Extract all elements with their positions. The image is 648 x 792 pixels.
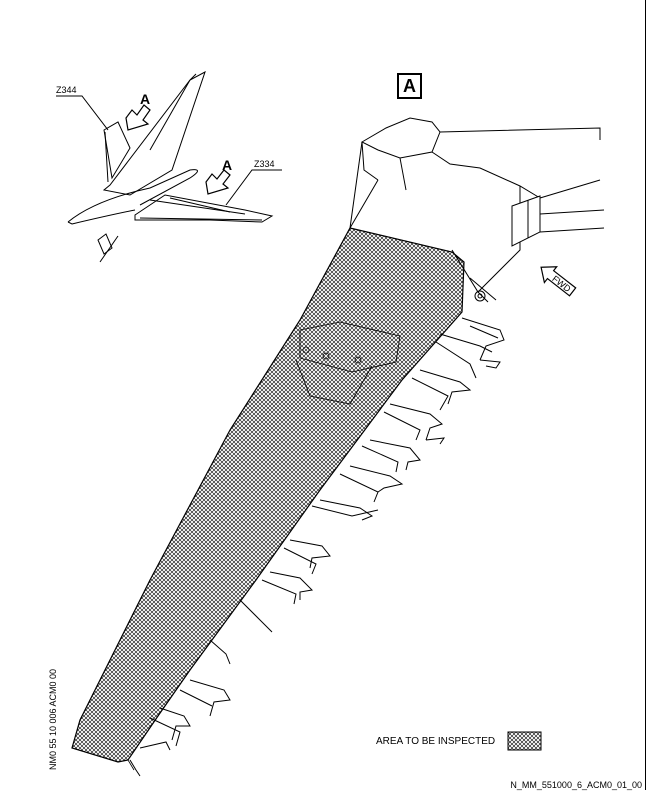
inspection-area (71, 227, 465, 763)
fwd-arrow: FWD (540, 266, 577, 297)
zone-label-z334: Z334 (254, 159, 275, 169)
legend-hatch-swatch (507, 731, 542, 751)
hinge-fittings (129, 317, 505, 777)
aircraft-tail-inset (56, 70, 282, 263)
zone-label-z344: Z344 (56, 85, 77, 95)
inspection-area-details (127, 321, 401, 771)
document-reference: N_MM_551000_6_ACM0_01_00 (510, 780, 642, 790)
arrow-label-a-1: A (140, 91, 150, 107)
legend-label: AREA TO BE INSPECTED (376, 736, 496, 747)
arrow-label-a-2: A (222, 157, 232, 173)
side-figure-code: NM0 55 10 006 ACM0 00 (48, 668, 58, 770)
view-arrow-1 (125, 104, 151, 131)
stabilizer-structure (129, 117, 605, 777)
view-arrow-2 (205, 169, 231, 195)
view-a-label: A (397, 73, 422, 99)
